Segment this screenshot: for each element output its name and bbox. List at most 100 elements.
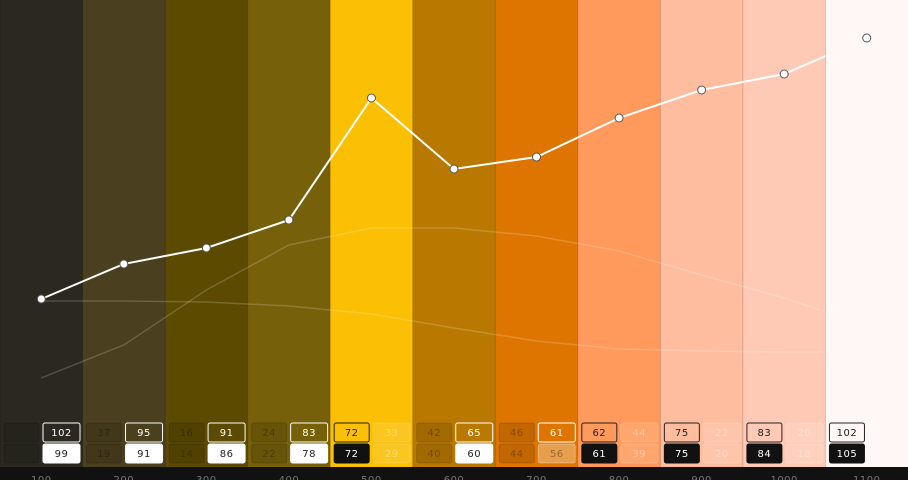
contrast-cell [86, 443, 123, 464]
contrast-cell [620, 443, 659, 464]
contrast-value: 46 [510, 428, 524, 439]
contrast-cell [207, 443, 246, 464]
contrast-value: 102 [51, 428, 72, 439]
axis-label: 100 [31, 475, 52, 480]
contrast-value: 105 [837, 449, 858, 460]
swatch [82, 0, 166, 467]
contrast-value: 78 [302, 449, 316, 460]
contrast-value: 61 [592, 449, 606, 460]
contrast-value: 86 [220, 449, 234, 460]
axis-label: 1000 [770, 475, 797, 480]
swatch [0, 0, 84, 467]
curve-point [201, 243, 211, 253]
contrast-value: 22 [262, 449, 276, 460]
contrast-value: 24 [262, 428, 276, 439]
contrast-cell [207, 422, 246, 443]
curve-point [36, 294, 46, 304]
contrast-cell [746, 443, 783, 464]
contrast-cell [537, 422, 576, 443]
swatch [825, 0, 908, 467]
contrast-value: 83 [302, 428, 316, 439]
contrast-value: 56 [550, 449, 564, 460]
axis-label: 800 [609, 475, 630, 480]
contrast-cell [785, 443, 824, 464]
contrast-value: 33 [385, 428, 399, 439]
axis-label: 200 [114, 475, 135, 480]
contrast-value: 60 [467, 449, 481, 460]
axis-label: 700 [526, 475, 547, 480]
curve-point [614, 113, 624, 123]
contrast-value: 42 [427, 428, 441, 439]
swatch [330, 0, 414, 467]
contrast-value: 84 [758, 449, 772, 460]
contrast-value: 99 [55, 449, 69, 460]
contrast-cell [125, 443, 164, 464]
contrast-cell [168, 443, 205, 464]
contrast-cell [455, 443, 494, 464]
contrast-value: 91 [137, 449, 151, 460]
axis-strip [0, 467, 908, 480]
contrast-cell [828, 443, 865, 464]
axis-label: 900 [691, 475, 712, 480]
contrast-value: 83 [758, 428, 772, 439]
curve-point [779, 69, 789, 79]
contrast-value: 14 [180, 449, 194, 460]
curve-point [532, 152, 542, 162]
contrast-value: 19 [97, 449, 111, 460]
axis-label: 1100 [853, 475, 880, 480]
contrast-cell [42, 443, 81, 464]
contrast-cell [746, 422, 783, 443]
contrast-cell [785, 422, 824, 443]
contrast-value: 95 [137, 428, 151, 439]
contrast-cell [3, 422, 40, 443]
contrast-value: 72 [345, 428, 359, 439]
contrast-cell [537, 443, 576, 464]
contrast-cell [455, 422, 494, 443]
contrast-cell [372, 422, 411, 443]
axis-label: 500 [361, 475, 382, 480]
swatch [660, 0, 744, 467]
contrast-value: 40 [427, 449, 441, 460]
contrast-cell [581, 443, 618, 464]
contrast-cell [333, 443, 370, 464]
swatch [247, 0, 331, 467]
contrast-value: 20 [715, 449, 729, 460]
curve-point [862, 33, 872, 43]
contrast-value: 44 [632, 428, 646, 439]
contrast-value: 18 [798, 449, 812, 460]
contrast-value: 44 [510, 449, 524, 460]
contrast-cell [290, 422, 329, 443]
contrast-cell [125, 422, 164, 443]
contrast-cell [42, 422, 81, 443]
curve-point [697, 85, 707, 95]
contrast-value: 29 [385, 449, 399, 460]
contrast-cell [333, 422, 370, 443]
contrast-value: 72 [345, 449, 359, 460]
axis-label: 400 [279, 475, 300, 480]
contrast-cell [828, 422, 865, 443]
contrast-cell [702, 443, 741, 464]
swatch [412, 0, 496, 467]
swatch [165, 0, 249, 467]
contrast-cell [498, 443, 535, 464]
contrast-cell [251, 443, 288, 464]
contrast-cell [498, 422, 535, 443]
contrast-cell [251, 422, 288, 443]
contrast-value: 37 [97, 428, 111, 439]
contrast-cell [702, 422, 741, 443]
contrast-value: 65 [467, 428, 481, 439]
contrast-cell [581, 422, 618, 443]
contrast-cell [620, 422, 659, 443]
contrast-value: 22 [715, 428, 729, 439]
contrast-value: 16 [180, 428, 194, 439]
swatch [577, 0, 661, 467]
curve [41, 300, 867, 353]
swatch [495, 0, 579, 467]
curve-point [119, 259, 129, 269]
contrast-cell [168, 422, 205, 443]
contrast-cell [290, 443, 329, 464]
axis-label: 600 [444, 475, 465, 480]
curve [40, 227, 867, 379]
